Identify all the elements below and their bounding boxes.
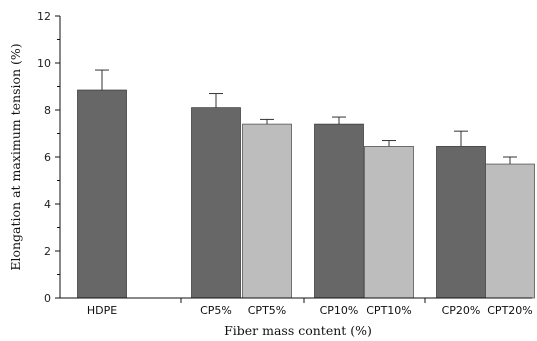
- y-tick-label: 4: [44, 198, 51, 211]
- y-axis-ticks: 0 2 4 6 8 10 12: [37, 10, 60, 305]
- error-bars: [95, 69, 517, 165]
- y-tick-label: 6: [44, 151, 51, 164]
- y-tick-label: 0: [44, 292, 51, 305]
- bar: [77, 89, 127, 299]
- bar: [364, 146, 414, 299]
- x-axis-ticks: [180, 298, 426, 303]
- category-label: CPT5%: [248, 304, 286, 317]
- y-axis-title: Elongation at maximum tension (%): [8, 43, 23, 270]
- category-label: CP20%: [442, 304, 481, 317]
- category-label: CP5%: [200, 304, 232, 317]
- category-label: CP10%: [320, 304, 359, 317]
- bar: [242, 123, 292, 299]
- y-tick-label: 10: [37, 57, 51, 70]
- bar: [314, 123, 364, 299]
- bars: [77, 89, 535, 299]
- category-label: CPT20%: [487, 304, 532, 317]
- category-labels: HDPE CP5% CPT5% CP10% CPT10% CP20% CPT20%: [87, 304, 533, 317]
- y-tick-label: 8: [44, 104, 51, 117]
- category-label: CPT10%: [366, 304, 411, 317]
- bar: [436, 146, 486, 299]
- bar: [485, 163, 535, 299]
- category-label: HDPE: [87, 304, 117, 317]
- x-axis-title: Fiber mass content (%): [224, 323, 372, 338]
- y-tick-label: 12: [37, 10, 51, 23]
- y-tick-label: 2: [44, 245, 51, 258]
- bar: [191, 107, 241, 299]
